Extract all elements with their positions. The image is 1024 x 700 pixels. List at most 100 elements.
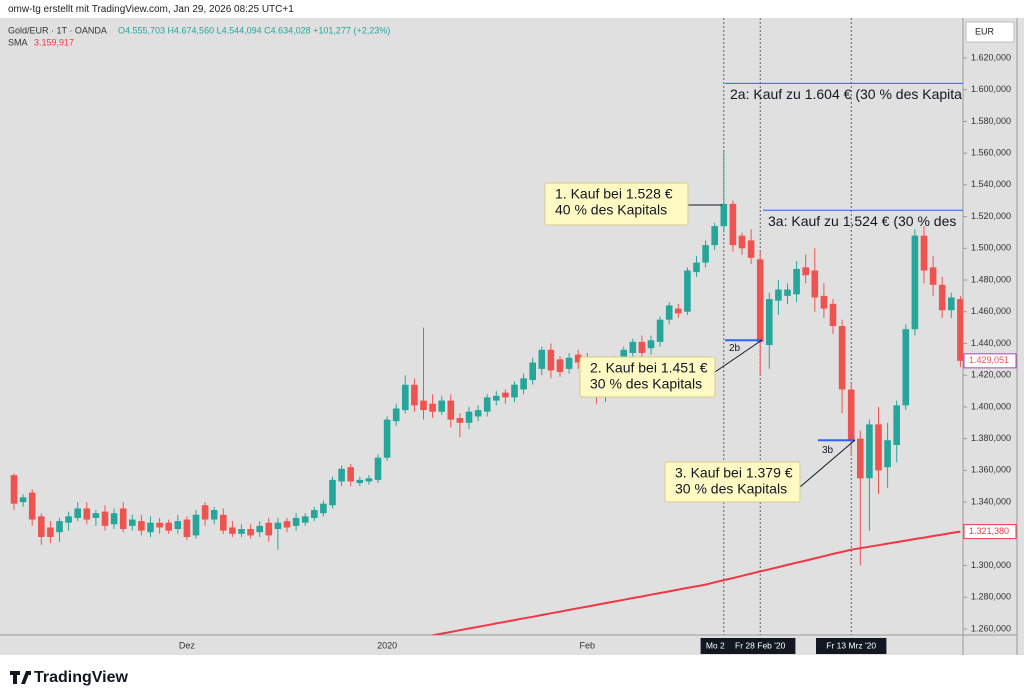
candle-body [92, 513, 100, 518]
y-tick-label: 1.480,000 [971, 274, 1011, 284]
candle-body [820, 295, 828, 309]
candle-body [19, 497, 27, 503]
candle-body [647, 340, 655, 349]
candle-body [493, 395, 500, 401]
y-tick-label: 1.380,000 [971, 433, 1011, 443]
candle-body [520, 378, 527, 390]
candle-body [292, 517, 300, 526]
candle-body [274, 522, 282, 530]
candle-body [656, 319, 664, 342]
axes: 1.260,0001.280,0001.300,0001.320,0001.34… [179, 52, 1017, 654]
candle-body [420, 400, 427, 411]
candle-body [256, 525, 263, 533]
candle-body [747, 240, 755, 258]
plot-area: 2a: Kauf zu 1.604 € (30 % des Kapita 3a: … [10, 18, 963, 635]
candle-body [893, 405, 900, 445]
logo: TradingView [10, 669, 129, 686]
candle-body [147, 522, 154, 533]
candle-body [866, 424, 873, 479]
candle-body [265, 522, 273, 536]
ohlc: O4.555,703 H4.674,560 L4.544,094 C4.634,… [118, 25, 390, 35]
candle-body [174, 521, 182, 530]
sma-name: SMA [8, 37, 28, 47]
candle-body [875, 424, 882, 471]
candle-body [775, 289, 782, 301]
candle-body [338, 468, 345, 482]
candle-body [129, 519, 136, 526]
candle-body [374, 457, 382, 480]
y-tick-label: 1.340,000 [971, 496, 1011, 506]
candle-body [165, 522, 172, 531]
callout-text: 30 % des Kapitals [590, 376, 702, 392]
candle-body [811, 270, 819, 298]
last-price-label: 1.429,051 [969, 355, 1009, 365]
candle-body [83, 508, 91, 520]
candle-body [738, 235, 746, 249]
candle-body [220, 514, 227, 531]
y-tick-label: 1.580,000 [971, 116, 1011, 126]
y-tick-label: 1.400,000 [971, 401, 1011, 411]
level-label: 3a: Kauf zu 1.524 € (30 % des [768, 213, 956, 229]
candle-body [101, 511, 109, 526]
candle-body [574, 354, 582, 363]
callout-box [664, 461, 801, 503]
candle-body [665, 305, 673, 320]
x-tick-label: 2020 [377, 640, 397, 650]
callout-pointer [799, 439, 856, 488]
x-tick-label: Dez [179, 640, 196, 650]
sma-last-label: 1.321,380 [969, 526, 1009, 536]
candle-body [65, 516, 72, 523]
candle-body [329, 479, 336, 506]
candle-body [10, 475, 18, 504]
callout-text: 1. Kauf bei 1.528 € [555, 186, 673, 202]
last-price-label-box [963, 353, 1017, 369]
candle-body [365, 478, 373, 482]
candle-body [411, 384, 418, 406]
chart-background [0, 18, 1024, 655]
candle-body [229, 527, 236, 534]
y-tick-label: 1.260,000 [971, 623, 1011, 633]
candle-body [556, 359, 564, 373]
date-marker-box [725, 638, 796, 654]
candle-body [838, 326, 846, 390]
credit: omw-tg erstellt mit TradingView.com, Jan… [8, 4, 294, 15]
candle-body [156, 522, 163, 528]
date-marker-label: Fr 28 Feb '20 [735, 640, 786, 650]
y-tick-label: 1.520,000 [971, 211, 1011, 221]
candle-body [711, 226, 718, 246]
candle-body [47, 527, 54, 537]
level-label: 2a: Kauf zu 1.604 € (30 % des Kapita [730, 86, 962, 102]
candle-body [793, 268, 800, 295]
candle-body [857, 438, 864, 479]
candle-body [756, 259, 764, 342]
candle-body [392, 408, 400, 422]
candle-body [884, 440, 891, 468]
y-tick-label: 1.460,000 [971, 306, 1011, 316]
callout-text: 3. Kauf bei 1.379 € [675, 465, 793, 481]
candle-body [948, 297, 955, 311]
date-marker: Fr 13 Mrz '20 [816, 638, 887, 654]
currency-box [965, 21, 1015, 43]
candle-body [784, 289, 791, 296]
candle-body [720, 203, 728, 227]
candle-body [729, 203, 737, 246]
date-marker-label: Mo 24 Fe [706, 640, 742, 650]
sma-line [432, 530, 961, 635]
candle-body [283, 521, 291, 528]
candle-body [402, 384, 409, 411]
level-label: 3b [822, 445, 834, 456]
candle-body [693, 262, 700, 273]
annotations: 1. Kauf bei 1.528 €40 % des Kapitals 2. K… [544, 182, 856, 503]
logo-text: TradingView [34, 669, 129, 686]
candle-body [920, 235, 928, 271]
candle-body [28, 492, 36, 520]
candle-body [311, 510, 318, 518]
candle-body [529, 362, 536, 380]
candle-body [957, 299, 963, 361]
candle-body [829, 303, 837, 327]
header: omw-tg erstellt mit TradingView.com, Jan… [0, 0, 1024, 18]
candle-body [766, 299, 773, 346]
candle-body [802, 267, 809, 276]
y-tick-label: 1.540,000 [971, 179, 1011, 189]
